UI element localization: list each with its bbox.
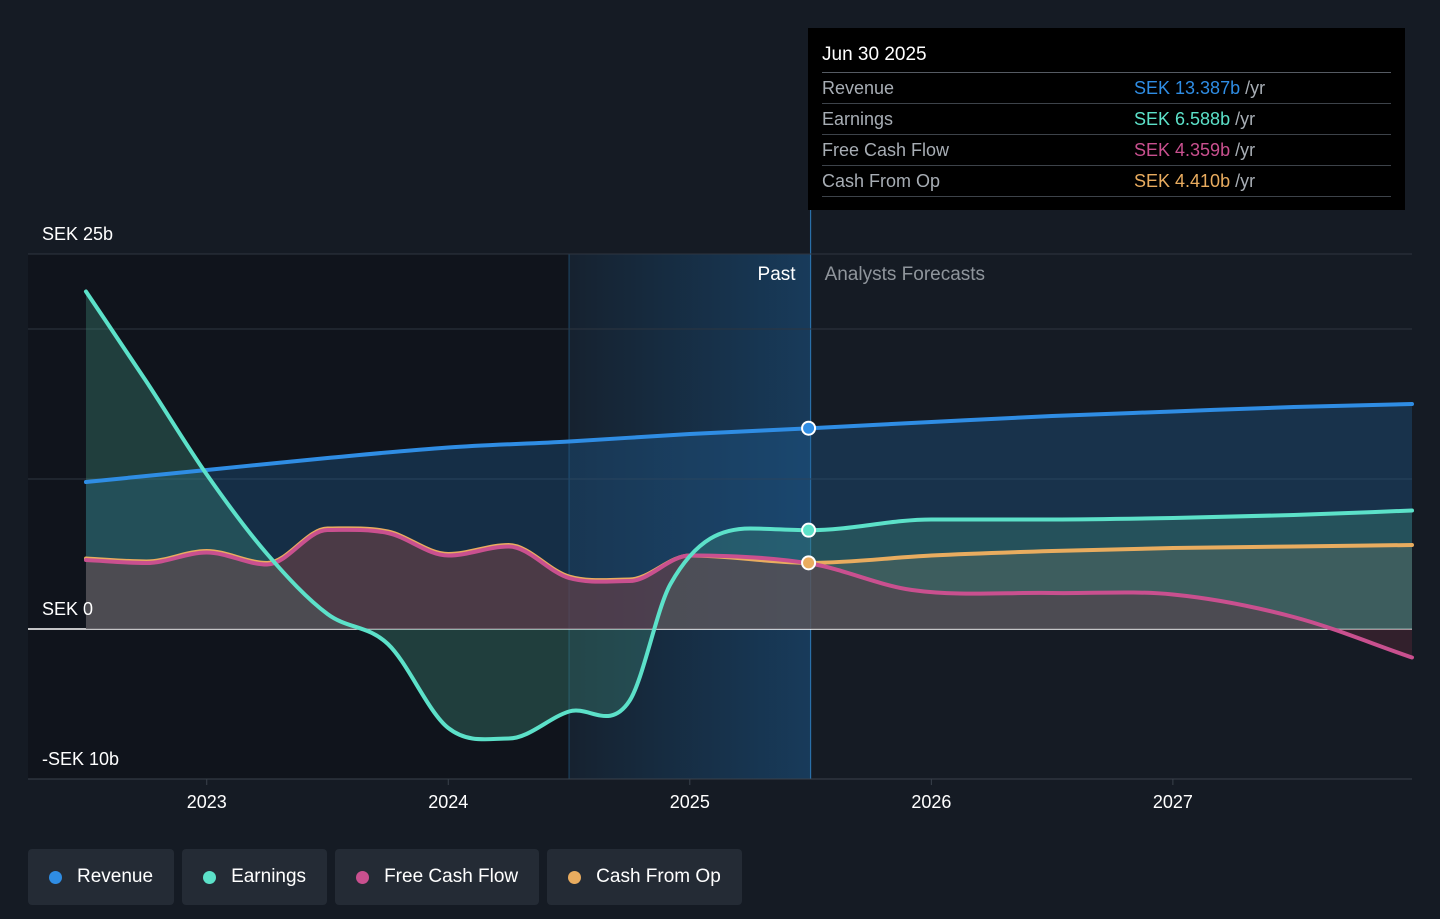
x-tick-label: 2024 xyxy=(428,792,468,812)
tooltip-unit: /yr xyxy=(1235,171,1256,191)
x-tick-label: 2027 xyxy=(1153,792,1193,812)
y-tick-label: SEK 0 xyxy=(42,599,93,619)
legend-item-cash-from-op[interactable]: Cash From Op xyxy=(547,849,742,905)
tooltip-label: Free Cash Flow xyxy=(822,140,950,160)
revenue-area xyxy=(85,404,1412,629)
circle-dot-icon xyxy=(356,870,370,884)
cash-from-op-area xyxy=(85,528,1412,629)
tooltip-label: Revenue xyxy=(822,78,895,98)
tooltip-value: SEK 13.387b xyxy=(1134,78,1241,98)
tooltip-row-earnings: Earnings SEK 6.588b /yr xyxy=(822,104,1391,135)
legend: Revenue Earnings Free Cash Flow Cash Fro… xyxy=(28,849,742,905)
legend-label: Earnings xyxy=(231,866,307,887)
y-tick-label: -SEK 10b xyxy=(42,749,119,769)
past-label: Past xyxy=(758,264,797,285)
x-tick-label: 2023 xyxy=(187,792,227,812)
circle-dot-icon xyxy=(203,870,217,884)
legend-item-earnings[interactable]: Earnings xyxy=(182,849,328,905)
legend-label: Revenue xyxy=(77,866,154,887)
earnings-line xyxy=(83,289,1414,742)
past-highlight-region xyxy=(569,254,811,779)
y-tick-label: SEK 25b xyxy=(42,224,113,244)
free-cash-flow-line xyxy=(83,527,1414,660)
legend-item-free-cash-flow[interactable]: Free Cash Flow xyxy=(335,849,540,905)
legend-item-revenue[interactable]: Revenue xyxy=(28,849,175,905)
cash-from-op-point xyxy=(801,555,817,571)
legend-label: Cash From Op xyxy=(596,866,721,887)
tooltip-unit: /yr xyxy=(1235,109,1256,129)
free-cash-flow-area xyxy=(85,529,1412,658)
tooltip-row-cash-from-op: Cash From Op SEK 4.410b /yr xyxy=(822,166,1391,197)
tooltip-value: SEK 6.588b xyxy=(1134,109,1231,129)
tooltip-value: SEK 4.359b xyxy=(1134,140,1231,160)
tooltip-row-free-cash-flow: Free Cash Flow SEK 4.359b /yr xyxy=(822,135,1391,166)
earnings-area xyxy=(85,291,1412,740)
tooltip-panel: Jun 30 2025 Revenue SEK 13.387b /yr Earn… xyxy=(808,28,1405,210)
legend-label: Free Cash Flow xyxy=(384,866,519,887)
revenue-point xyxy=(801,420,817,436)
circle-dot-icon xyxy=(49,870,62,884)
tooltip-value: SEK 4.410b xyxy=(1134,171,1231,191)
tooltip-date: Jun 30 2025 xyxy=(822,42,1391,73)
circle-dot-icon xyxy=(568,870,582,884)
forecast-label: Analysts Forecasts xyxy=(825,264,986,285)
tooltip-unit: /yr xyxy=(1235,140,1256,160)
tooltip-row-revenue: Revenue SEK 13.387b /yr xyxy=(822,73,1391,104)
earnings-point xyxy=(801,522,817,538)
tooltip-label: Cash From Op xyxy=(822,171,941,191)
x-tick-label: 2025 xyxy=(670,792,710,812)
revenue-line xyxy=(83,402,1414,484)
tooltip-label: Earnings xyxy=(822,109,894,129)
tooltip-unit: /yr xyxy=(1245,78,1266,98)
x-tick-label: 2026 xyxy=(911,792,951,812)
